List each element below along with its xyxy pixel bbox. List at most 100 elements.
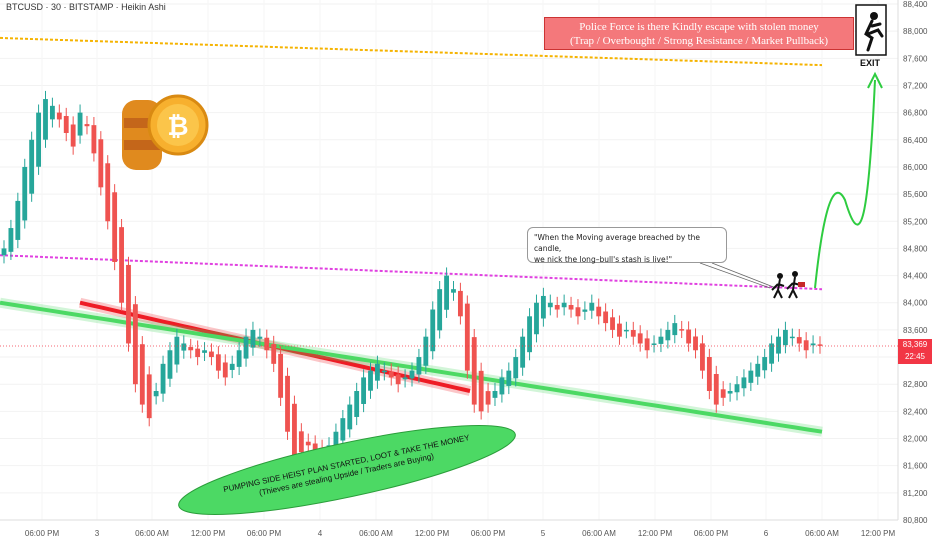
- price-tick-label: 86,800: [903, 109, 928, 118]
- candle-body: [464, 303, 470, 371]
- candle-body: [686, 329, 692, 344]
- candle-body: [755, 363, 761, 377]
- candle-body: [368, 370, 373, 391]
- candle-body: [77, 112, 83, 136]
- candle-body: [603, 311, 609, 324]
- candle-body: [278, 353, 284, 398]
- time-tick-label: 12:00 PM: [191, 529, 226, 538]
- candle-body: [126, 264, 131, 344]
- candle-body: [679, 329, 685, 331]
- candle-body: [160, 363, 166, 394]
- candle-body: [485, 391, 491, 405]
- price-tick-label: 82,800: [903, 380, 928, 389]
- candle-body: [637, 333, 643, 344]
- candle-body: [720, 389, 726, 398]
- candle-body: [402, 377, 408, 380]
- candle-body: [444, 275, 449, 310]
- candle-body: [610, 317, 615, 330]
- price-axis-bg: [898, 0, 932, 550]
- warning-banner: Police Force is there Kindly escape with…: [544, 17, 854, 50]
- candle-body: [582, 309, 588, 312]
- candle-body: [15, 200, 21, 240]
- callout-line1: "When the Moving average breached by the…: [534, 233, 701, 253]
- candle-body: [312, 443, 318, 453]
- time-tick-label: 5: [541, 529, 546, 538]
- time-axis[interactable]: 06:00 PM 3 06:00 AM 12:00 PM 06:00 PM 4 06:00 …: [0, 519, 898, 538]
- candle-body: [43, 99, 48, 140]
- price-tick-label: 84,400: [903, 272, 928, 281]
- candle-body: [471, 337, 477, 405]
- time-tick-label: 06:00 PM: [247, 529, 282, 538]
- candle-body: [706, 357, 712, 391]
- candle-body: [776, 336, 781, 354]
- candle-body: [243, 336, 249, 359]
- price-tick-label: 83,600: [903, 326, 928, 335]
- candle-body: [264, 337, 270, 351]
- candle-body: [188, 347, 194, 351]
- warning-line1: Police Force is there Kindly escape with…: [579, 21, 819, 33]
- candle-body: [520, 336, 526, 368]
- candle-body: [361, 377, 367, 404]
- chart-header-title: BTCUSD · 30 · BITSTAMP · Heikin Ashi: [6, 2, 166, 12]
- candle-body: [803, 340, 809, 351]
- callout-box: "When the Moving average breached by the…: [527, 227, 727, 264]
- candle-body: [354, 391, 360, 417]
- candle-body: [727, 391, 733, 394]
- price-tick-label: 87,600: [903, 54, 928, 63]
- candle-body: [554, 304, 560, 310]
- price-tick-label: 87,200: [903, 81, 928, 90]
- price-tick-label: 86,400: [903, 136, 928, 145]
- candle-body: [547, 302, 553, 308]
- candle-body: [375, 363, 380, 381]
- candle-body: [174, 336, 180, 365]
- time-tick-label: 06:00 PM: [471, 529, 506, 538]
- candle-body: [527, 316, 532, 353]
- candle-body: [395, 374, 401, 385]
- candle-body: [783, 329, 788, 346]
- candle-body: [575, 307, 581, 317]
- exit-arrow-head: [867, 71, 883, 89]
- candle-body: [181, 343, 187, 351]
- price-tick-label: 86,000: [903, 163, 928, 172]
- candle-body: [651, 343, 657, 345]
- candle-body: [430, 309, 436, 352]
- candle-body: [409, 370, 415, 379]
- candle-body: [423, 336, 429, 366]
- candle-body: [748, 370, 754, 383]
- candle-body: [36, 112, 41, 167]
- candle-body: [215, 354, 221, 371]
- candle-body: [236, 350, 242, 367]
- candle-body: [105, 163, 111, 222]
- time-tick-label: 12:00 PM: [861, 529, 896, 538]
- candle-body: [84, 124, 90, 127]
- candle-body: [478, 370, 484, 412]
- candle-body: [596, 306, 602, 317]
- time-tick-label: 06:00 PM: [25, 529, 60, 538]
- candle-body: [292, 403, 297, 459]
- candle-body: [513, 357, 519, 379]
- candle-body: [540, 295, 546, 319]
- candle-body: [49, 105, 55, 120]
- price-tick-label: 85,200: [903, 217, 928, 226]
- price-axis[interactable]: 88,400 88,000 87,600 87,200 86,800 86,400 86,0…: [897, 0, 932, 550]
- current-price-value: 83,369: [902, 340, 928, 349]
- candle-body: [8, 228, 14, 252]
- candle-body: [734, 384, 740, 393]
- time-tick-label: 4: [318, 529, 323, 538]
- candle-body: [222, 362, 228, 378]
- candle-body: [741, 377, 747, 389]
- candle-body: [271, 343, 277, 364]
- candle-body: [132, 304, 138, 385]
- current-price-countdown: 22:45: [904, 352, 926, 361]
- candle-body: [617, 323, 622, 337]
- candle-body: [499, 377, 505, 395]
- candle-body: [98, 139, 104, 188]
- time-tick-label: 06:00 AM: [582, 529, 616, 538]
- candle-body: [70, 124, 76, 147]
- candle-body: [623, 329, 629, 332]
- candle-body: [381, 370, 387, 373]
- candle-body: [630, 330, 636, 337]
- ma-line-orange: [0, 36, 823, 67]
- candle-body: [298, 431, 304, 453]
